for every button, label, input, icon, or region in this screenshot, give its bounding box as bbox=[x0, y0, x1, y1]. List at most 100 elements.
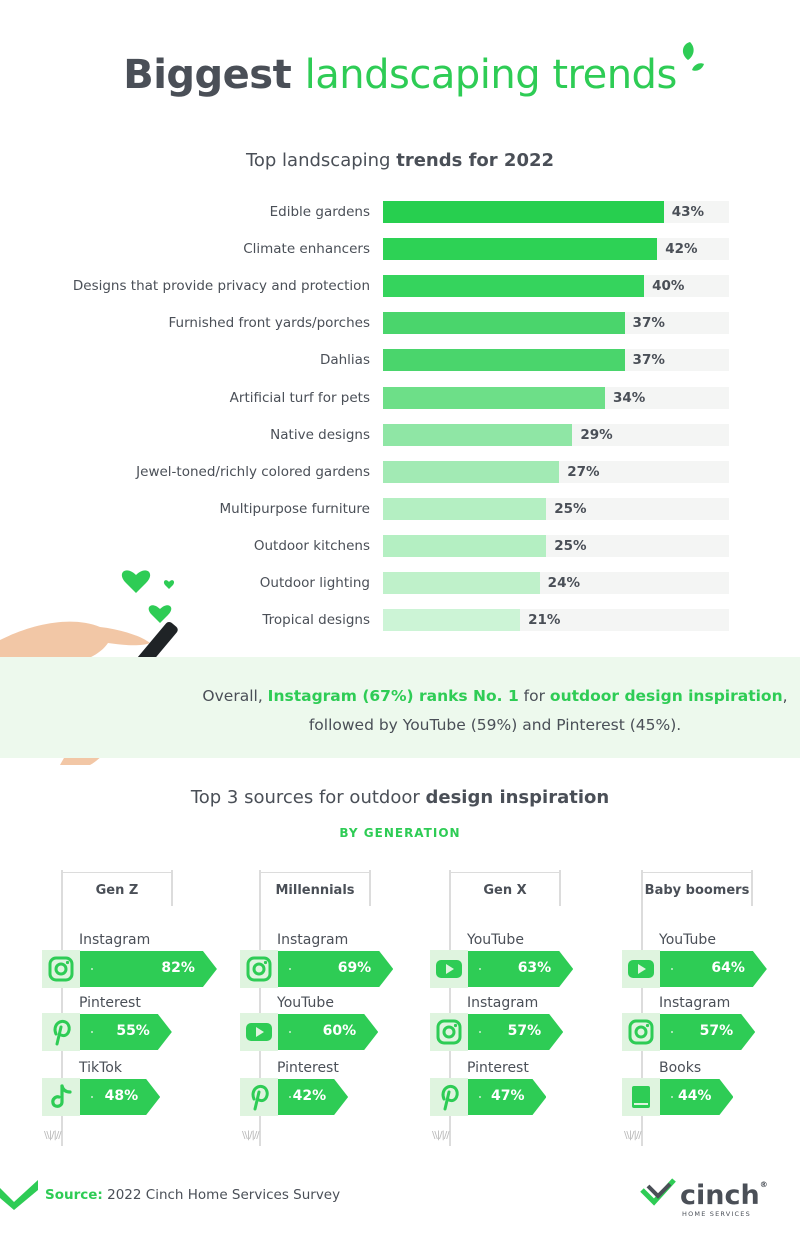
instagram-icon-graphic bbox=[246, 956, 272, 982]
source-bar: 82% bbox=[80, 951, 217, 987]
bar-label: Jewel-toned/richly colored gardens bbox=[136, 463, 370, 480]
source-bar: 64% bbox=[660, 951, 767, 987]
bar-dot bbox=[91, 968, 93, 970]
bar-value: 42% bbox=[665, 241, 698, 258]
source-bar: 60% bbox=[278, 1014, 378, 1050]
source-bar: 63% bbox=[468, 951, 573, 987]
by-generation-subtitle: BY GENERATION bbox=[339, 826, 461, 840]
source-label: YouTube bbox=[277, 995, 334, 1011]
bar-dot bbox=[671, 1096, 673, 1098]
bar-dot bbox=[479, 968, 481, 970]
bar bbox=[383, 201, 664, 223]
source-value: 47% bbox=[490, 1088, 525, 1104]
source-label: Pinterest bbox=[277, 1060, 339, 1076]
source-label: TikTok bbox=[79, 1060, 122, 1076]
bar-value: 40% bbox=[652, 278, 685, 295]
bar-label: Furnished front yards/porches bbox=[168, 315, 371, 332]
book-icon-graphic bbox=[632, 1086, 650, 1108]
bar bbox=[383, 312, 625, 335]
brand-subtitle: HOME SERVICES bbox=[682, 1210, 751, 1218]
generation-name: Gen X bbox=[483, 883, 527, 898]
youtube-icon-graphic bbox=[628, 960, 654, 978]
callout-t2: Instagram (67%) ranks No. 1 bbox=[267, 687, 519, 705]
corner-chevron-icon bbox=[0, 1180, 38, 1210]
bar-value: 37% bbox=[632, 315, 665, 332]
grass-tuft: \\|/|// bbox=[44, 1130, 62, 1141]
tiktok-icon-graphic bbox=[51, 1084, 72, 1108]
youtube-icon-graphic bbox=[436, 960, 462, 978]
source-text: 2022 Cinch Home Services Survey bbox=[102, 1187, 341, 1203]
pinterest-icon bbox=[42, 1013, 80, 1051]
bar-label: Multipurpose furniture bbox=[219, 500, 370, 517]
source-bar: 48% bbox=[80, 1079, 160, 1115]
page-title: Biggest landscaping trends bbox=[0, 52, 800, 98]
source-value: 63% bbox=[517, 960, 552, 976]
bar bbox=[383, 275, 645, 298]
pinterest-icon-graphic bbox=[251, 1084, 269, 1111]
bar-label: Climate enhancers bbox=[243, 241, 370, 258]
bar-dot bbox=[289, 1096, 291, 1098]
source-label: Pinterest bbox=[467, 1060, 529, 1076]
post bbox=[61, 870, 63, 1146]
tiktok-icon bbox=[42, 1078, 80, 1116]
instagram-icon bbox=[240, 950, 278, 988]
callout-text: Overall, Instagram (67%) ranks No. 1 for… bbox=[200, 682, 790, 740]
source-value: 55% bbox=[116, 1023, 150, 1039]
bar-label: Outdoor kitchens bbox=[253, 537, 370, 554]
source-label: Instagram bbox=[277, 932, 349, 948]
callout-t4: outdoor design inspiration bbox=[549, 687, 783, 705]
sources-title: Top 3 sources for outdoor design inspira… bbox=[0, 787, 800, 808]
grass-tuft: \\|/|// bbox=[432, 1130, 450, 1141]
source-label: Instagram bbox=[467, 995, 539, 1011]
header-line bbox=[61, 872, 173, 873]
bar-value: 24% bbox=[547, 575, 580, 591]
pinterest-icon-graphic bbox=[53, 1019, 71, 1046]
source-label: YouTube bbox=[467, 932, 524, 948]
bar-label: Dahlias bbox=[319, 352, 370, 369]
post bbox=[641, 870, 643, 1146]
bar-dot bbox=[671, 1031, 673, 1033]
bar-dot bbox=[289, 1031, 291, 1033]
bar bbox=[383, 609, 521, 632]
header-line bbox=[641, 872, 753, 873]
instagram-icon bbox=[42, 950, 80, 988]
pinterest-icon bbox=[430, 1078, 468, 1116]
leaf-icon bbox=[682, 42, 704, 71]
source-bar: 69% bbox=[278, 951, 393, 987]
brand-name-text: cinch bbox=[680, 1180, 760, 1211]
bar-label: Artificial turf for pets bbox=[229, 389, 370, 406]
youtube-icon bbox=[622, 950, 660, 988]
callout-t6: followed by YouTube (59%) and Pinterest … bbox=[308, 716, 682, 734]
sources-title-part-1: Top 3 sources for outdoor bbox=[190, 787, 420, 808]
instagram-icon-graphic bbox=[436, 1019, 462, 1045]
header-line bbox=[449, 872, 561, 873]
source-label: Instagram bbox=[659, 995, 731, 1011]
source-value: 82% bbox=[161, 960, 195, 976]
source-bar: 57% bbox=[660, 1014, 755, 1050]
source-bar: 47% bbox=[468, 1079, 546, 1115]
bar-label: Edible gardens bbox=[269, 204, 370, 220]
source-label: Source: bbox=[45, 1187, 103, 1203]
bar-dot bbox=[289, 968, 291, 970]
bar-label: Outdoor lighting bbox=[259, 575, 370, 591]
brand-name: cinch® bbox=[680, 1180, 768, 1211]
bar bbox=[383, 497, 547, 520]
youtube-icon bbox=[430, 950, 468, 988]
header-line bbox=[259, 872, 371, 873]
youtube-icon-graphic bbox=[246, 1023, 272, 1041]
bar bbox=[383, 423, 573, 446]
source-bar: 44% bbox=[660, 1079, 733, 1115]
bar-value: 27% bbox=[567, 463, 600, 480]
source-value: 60% bbox=[322, 1023, 357, 1039]
bar-value: 29% bbox=[580, 426, 613, 443]
bar-label: Native designs bbox=[270, 426, 370, 443]
instagram-icon bbox=[430, 1013, 468, 1051]
chart-title: Top landscaping trends for 2022 bbox=[0, 150, 800, 171]
post bbox=[259, 870, 261, 1146]
pinterest-icon bbox=[240, 1078, 278, 1116]
chart-title-part-1: Top landscaping bbox=[245, 150, 391, 171]
bar-dot bbox=[671, 968, 673, 970]
chart-title-part-2: trends for 2022 bbox=[396, 150, 555, 171]
bar-value: 21% bbox=[528, 612, 561, 629]
book-icon bbox=[622, 1078, 660, 1116]
